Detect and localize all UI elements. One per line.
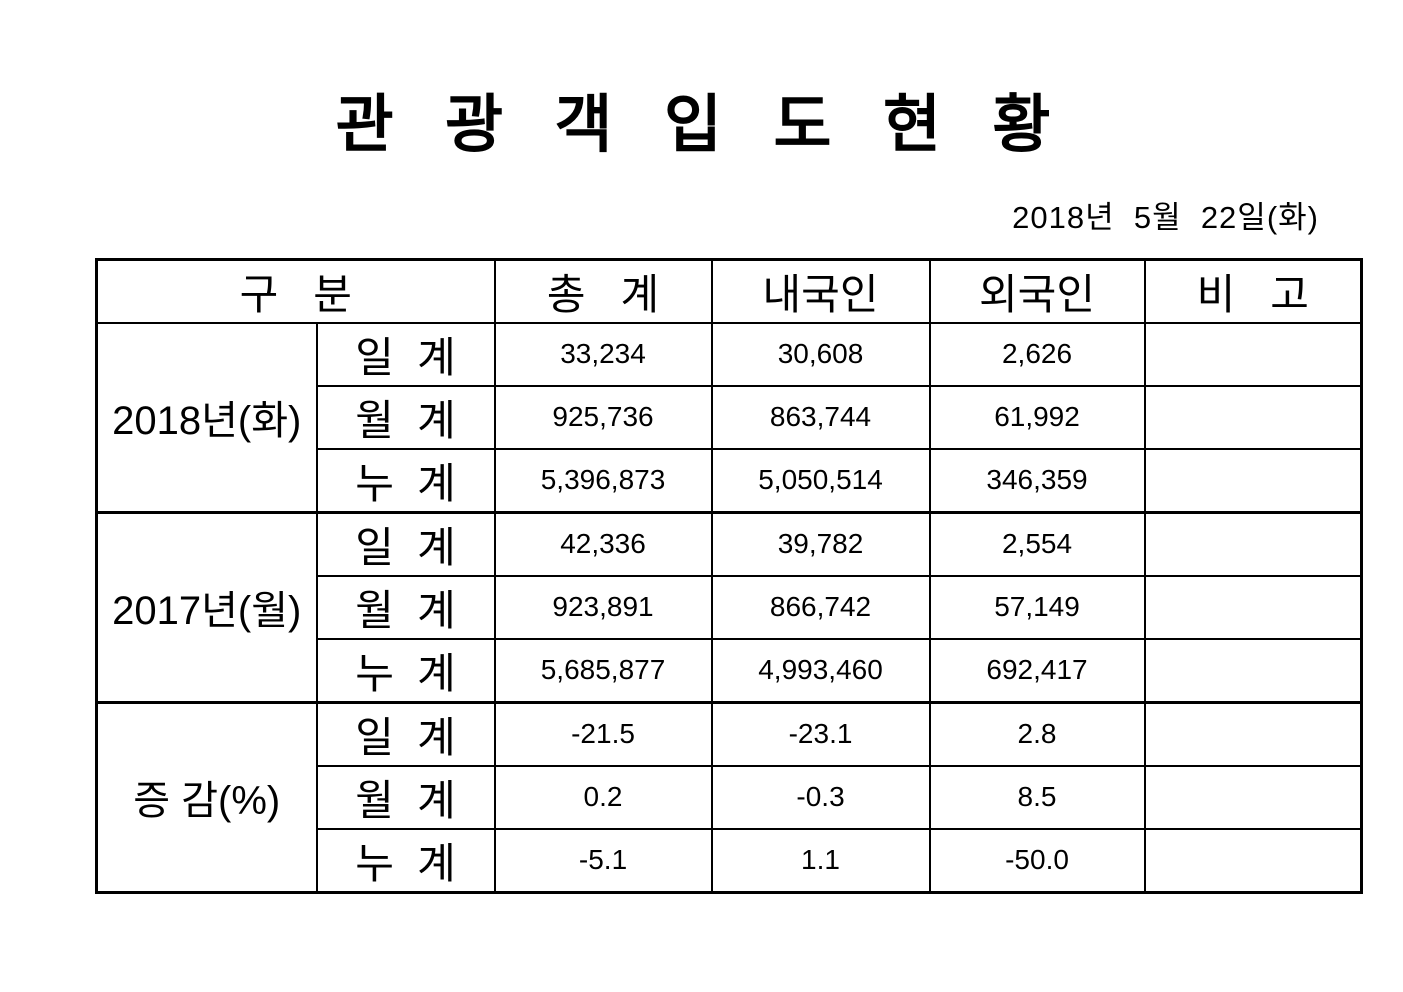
table-row: 월 계 0.2 -0.3 8.5: [97, 764, 1363, 830]
table-header-row: 구 분 총 계 내국인 외국인 비 고: [95, 258, 1363, 324]
cell-remarks: [1143, 764, 1363, 830]
group-label-2018: 2018년(화): [95, 321, 318, 514]
row-label: 일 계: [315, 700, 496, 767]
report-date: 2018년 5월 22일(화): [1012, 199, 1319, 235]
cell-domestic: -0.3: [710, 764, 931, 830]
cell-remarks: [1143, 637, 1363, 704]
table-row: 월 계 925,736 863,744 61,992: [97, 384, 1363, 450]
row-label: 월 계: [315, 384, 496, 450]
cell-domestic: 863,744: [710, 384, 931, 450]
cell-total: 923,891: [493, 574, 713, 640]
cell-domestic: 30,608: [710, 321, 931, 387]
cell-remarks: [1143, 574, 1363, 640]
cell-domestic: 4,993,460: [710, 637, 931, 704]
cell-domestic: 1.1: [710, 827, 931, 894]
cell-total: -21.5: [493, 700, 713, 767]
table-row: 2018년(화) 일 계 33,234 30,608 2,626: [95, 321, 1363, 514]
cell-domestic: -23.1: [710, 700, 931, 767]
cell-foreign: 692,417: [928, 637, 1146, 704]
table-row: 누 계 5,396,873 5,050,514 346,359: [97, 447, 1363, 514]
cell-foreign: 346,359: [928, 447, 1146, 514]
row-label: 누 계: [315, 447, 496, 514]
table-row: 증 감(%) 일 계 -21.5 -23.1 2.8: [95, 700, 1363, 894]
header-remarks: 비 고: [1143, 258, 1363, 324]
cell-total: 5,396,873: [493, 447, 713, 514]
cell-total: 33,234: [493, 321, 713, 387]
row-label: 일 계: [315, 321, 496, 387]
row-label: 누 계: [315, 637, 496, 704]
cell-remarks: [1143, 447, 1363, 514]
cell-total: 925,736: [493, 384, 713, 450]
cell-foreign: -50.0: [928, 827, 1146, 894]
row-label: 월 계: [315, 574, 496, 640]
cell-foreign: 61,992: [928, 384, 1146, 450]
cell-remarks: [1143, 384, 1363, 450]
cell-foreign: 2,554: [928, 510, 1146, 577]
document-page: 관 광 객 입 도 현 황 2018년 5월 22일(화) 구 분 총 계 내국…: [0, 88, 1403, 992]
cell-total: 0.2: [493, 764, 713, 830]
row-label: 일 계: [315, 510, 496, 577]
cell-domestic: 39,782: [710, 510, 931, 577]
tourist-arrivals-table: 구 분 총 계 내국인 외국인 비 고 2018년(화) 일 계 33,234 …: [95, 257, 1364, 894]
cell-foreign: 8.5: [928, 764, 1146, 830]
header-category: 구 분: [95, 258, 496, 324]
table-row: 누 계 5,685,877 4,993,460 692,417: [97, 637, 1363, 704]
cell-domestic: 5,050,514: [710, 447, 931, 514]
cell-total: -5.1: [493, 827, 713, 894]
table-row: 2017년(월) 일 계 42,336 39,782 2,554: [95, 510, 1363, 704]
table-row: 누 계 -5.1 1.1 -50.0: [97, 827, 1363, 894]
header-total: 총 계: [493, 258, 713, 324]
cell-foreign: 2,626: [928, 321, 1146, 387]
cell-remarks: [1143, 510, 1363, 577]
cell-domestic: 866,742: [710, 574, 931, 640]
header-foreign: 외국인: [928, 258, 1146, 324]
cell-total: 5,685,877: [493, 637, 713, 704]
cell-remarks: [1143, 321, 1363, 387]
row-label: 누 계: [315, 827, 496, 894]
page-title: 관 광 객 입 도 현 황: [335, 90, 1068, 160]
cell-foreign: 2.8: [928, 700, 1146, 767]
row-label: 월 계: [315, 764, 496, 830]
cell-remarks: [1143, 827, 1363, 894]
cell-total: 42,336: [493, 510, 713, 577]
cell-remarks: [1143, 700, 1363, 767]
group-label-2017: 2017년(월): [95, 510, 318, 704]
table-row: 월 계 923,891 866,742 57,149: [97, 574, 1363, 640]
group-label-change: 증 감(%): [95, 700, 318, 894]
header-domestic: 내국인: [710, 258, 931, 324]
cell-foreign: 57,149: [928, 574, 1146, 640]
